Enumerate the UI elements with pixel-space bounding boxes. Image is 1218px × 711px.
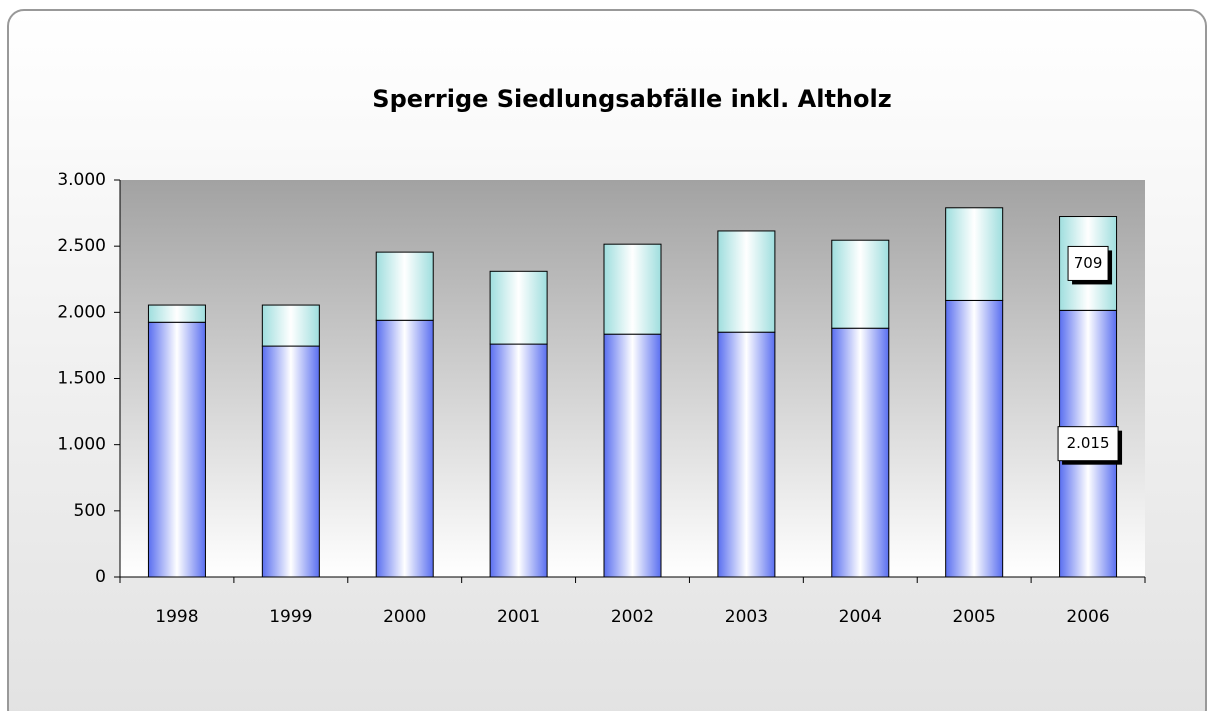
bar-segment [717, 230, 776, 333]
label-box [1057, 426, 1119, 462]
y-tick-label: 1.000 [57, 435, 106, 455]
x-tick-label: 1998 [155, 607, 198, 627]
chart-title: Sperrige Siedlungsabfälle inkl. Altholz [372, 85, 891, 113]
bar-segment [831, 327, 890, 578]
x-tick-label: 2000 [383, 607, 426, 627]
y-tick-label: 2.000 [57, 302, 106, 322]
data-label: 709 [1074, 254, 1103, 272]
bar-segment [945, 299, 1004, 578]
bar-segment [375, 319, 434, 578]
x-tick-label: 2005 [953, 607, 996, 627]
x-tick-label: 2002 [611, 607, 654, 627]
x-tick-label: 2003 [725, 607, 768, 627]
bar-segment [489, 270, 548, 345]
bar-segment [603, 333, 662, 578]
data-label: 2.015 [1067, 434, 1110, 452]
bar-segment [603, 243, 662, 335]
y-tick-label: 2.500 [57, 236, 106, 256]
x-tick-label: 2001 [497, 607, 540, 627]
x-tick-label: 1999 [269, 607, 312, 627]
y-tick-label: 1.500 [57, 369, 106, 389]
bar-segment [261, 304, 320, 347]
bar-segment [945, 207, 1004, 301]
y-tick-label: 0 [95, 567, 106, 587]
y-tick-label: 500 [74, 501, 106, 521]
bar-segment [261, 345, 320, 578]
x-tick-label: 2004 [839, 607, 882, 627]
bar-segment [717, 331, 776, 578]
bar-segment [375, 251, 434, 321]
label-box [1067, 245, 1109, 281]
bar-segment [489, 343, 548, 578]
y-tick-label: 3.000 [57, 170, 106, 190]
x-tick-label: 2006 [1066, 607, 1109, 627]
bar-segment [147, 321, 206, 578]
bar-segment [831, 239, 890, 329]
bar-segment [147, 304, 206, 323]
